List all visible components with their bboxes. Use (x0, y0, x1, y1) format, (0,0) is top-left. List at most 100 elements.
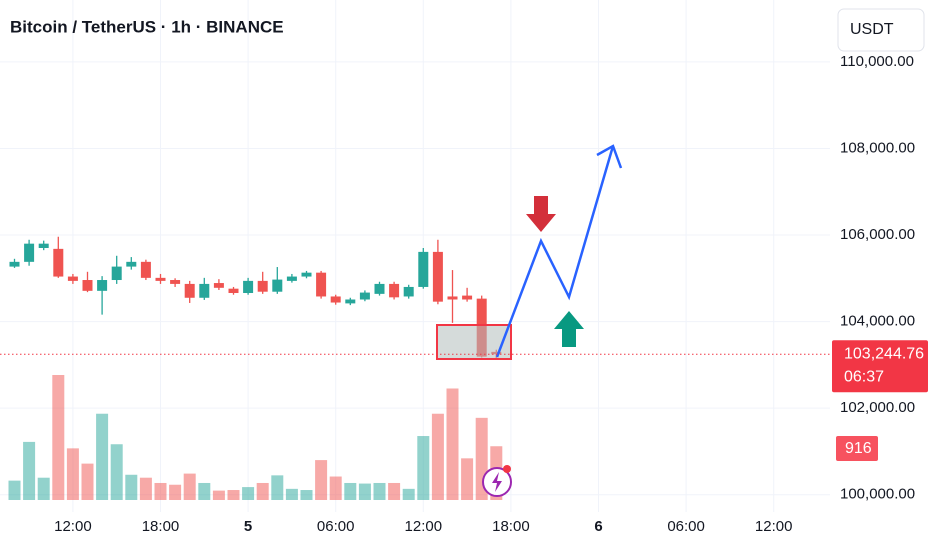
chart-title: Bitcoin / TetherUS · 1h · BINANCE (10, 17, 284, 36)
volume-bar (8, 480, 21, 500)
candle-body (24, 243, 35, 262)
candle-body (126, 261, 137, 267)
candle-body (140, 261, 151, 278)
candle-body (316, 272, 327, 297)
volume-bar (315, 460, 328, 500)
volume-bar (256, 482, 269, 500)
currency-label[interactable]: USDT (850, 21, 894, 38)
candle-body (330, 296, 341, 303)
last-price-box (832, 340, 928, 393)
volume-bar (154, 482, 167, 500)
currency-button[interactable] (837, 8, 925, 52)
candle-body (111, 266, 122, 281)
x-tick-label: 06:00 (667, 518, 705, 535)
volume-bar (242, 487, 255, 500)
volume-bar (198, 482, 211, 500)
last-price-label: 103,244.76 (844, 345, 924, 362)
candle-body (155, 277, 166, 281)
candle-body (462, 295, 473, 300)
candle-body (272, 279, 283, 292)
x-tick-label: 6 (594, 518, 602, 535)
volume-bar (461, 458, 474, 500)
x-tick-label: 06:00 (317, 518, 355, 535)
candle-body (432, 251, 443, 302)
candle-body (374, 283, 385, 294)
x-tick-label: 12:00 (755, 518, 793, 535)
volume-bar (446, 388, 459, 500)
candle-body (403, 286, 414, 297)
candles (9, 236, 502, 359)
volume-pane (8, 375, 503, 500)
y-tick-label: 106,000.00 (840, 226, 915, 243)
volume-bar (271, 475, 284, 500)
volume-bar (358, 483, 371, 500)
zone-box (436, 324, 512, 360)
alert-icon (482, 465, 512, 497)
volume-bar (52, 375, 65, 500)
volume-bar (110, 444, 123, 500)
price-axis: 100,000.00 102,000.00 104,000.00 106,000.00… (830, 0, 932, 550)
y-tick-label: 108,000.00 (840, 139, 915, 156)
volume-bar (402, 488, 415, 500)
candle-body (359, 292, 370, 300)
candle-body (82, 280, 93, 291)
candle-body (170, 280, 181, 284)
projection-arrowhead (596, 144, 623, 169)
candle-body (345, 299, 356, 304)
y-tick-label: 100,000.00 (840, 486, 915, 503)
candle-body (67, 276, 78, 281)
volume-bar (329, 476, 342, 500)
x-tick-label: 18:00 (142, 518, 180, 535)
volume-bar (285, 488, 298, 500)
candle-body (97, 280, 108, 291)
volume-bar (344, 482, 357, 500)
volume-bar (300, 490, 313, 500)
candle-body (301, 272, 312, 277)
countdown-label: 06:37 (844, 368, 884, 385)
candle-body (389, 283, 400, 298)
candle-body (9, 261, 20, 267)
candle-body (257, 280, 268, 292)
projection-line (495, 145, 615, 358)
volume-bar (417, 436, 430, 500)
candle-body (199, 283, 210, 298)
candle-body (213, 283, 224, 288)
x-tick-label: 12:00 (405, 518, 443, 535)
y-tick-label: 102,000.00 (840, 399, 915, 416)
volume-bar (23, 441, 36, 500)
candle-body (184, 283, 195, 298)
volume-bar (183, 473, 196, 500)
y-tick-label: 110,000.00 (840, 53, 914, 70)
volume-bar (431, 413, 444, 500)
candle-body (228, 288, 239, 294)
candle-body (53, 248, 64, 277)
volume-bar (373, 482, 386, 500)
candle-body (447, 296, 458, 300)
candle-body (418, 251, 429, 287)
x-tick-label: 5 (244, 518, 252, 535)
volume-bar (227, 490, 240, 500)
volume-bar (125, 474, 138, 500)
y-tick-label: 104,000.00 (840, 313, 915, 330)
axis-background (830, 0, 932, 550)
volume-bar (212, 490, 225, 500)
grid (0, 0, 830, 512)
x-tick-label: 12:00 (54, 518, 92, 535)
volume-bar (66, 448, 79, 500)
candle-body (243, 280, 254, 294)
last-volume-box (836, 436, 878, 461)
volume-bar (37, 477, 50, 500)
candle-body (38, 243, 49, 248)
candle-body (286, 276, 297, 281)
last-volume-label: 916 (845, 440, 872, 457)
volume-bar (81, 463, 94, 500)
volume-bar (169, 484, 182, 500)
down-arrow (526, 196, 556, 232)
volume-bar (388, 482, 401, 500)
x-tick-label: 18:00 (492, 518, 530, 535)
volume-bar (139, 477, 152, 500)
volume-bar (96, 413, 109, 500)
up-arrow (554, 311, 584, 347)
